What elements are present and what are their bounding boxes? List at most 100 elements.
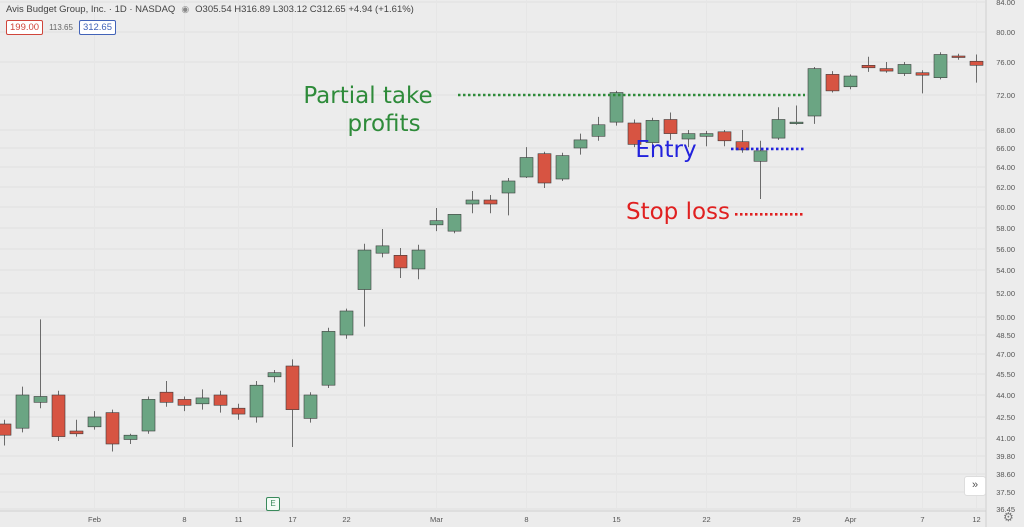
time-tick-label: 7 bbox=[920, 515, 924, 524]
price-axis[interactable]: 84.00 80.00 76.00 72.00 68.00 66.00 64.00 62.00… bbox=[985, 0, 1015, 527]
price-tick-label: 76.00 bbox=[996, 58, 1015, 67]
candle bbox=[951, 53, 966, 60]
price-tick-label: 48.50 bbox=[996, 331, 1015, 340]
candle-body bbox=[933, 54, 948, 78]
candle bbox=[177, 396, 192, 412]
candle bbox=[843, 74, 858, 90]
candle-body bbox=[249, 384, 264, 418]
candle-body bbox=[861, 65, 876, 69]
candle-body bbox=[825, 74, 840, 92]
candle-body bbox=[447, 214, 462, 232]
earnings-badge-icon[interactable]: E bbox=[266, 497, 280, 511]
candle-body bbox=[357, 249, 372, 290]
candle-body bbox=[627, 122, 642, 145]
candle bbox=[645, 117, 660, 158]
annotation-label: Stop loss bbox=[626, 199, 730, 225]
candle bbox=[159, 381, 174, 407]
time-tick-label: 29 bbox=[792, 515, 800, 524]
grid-lines bbox=[0, 0, 985, 511]
candle bbox=[969, 54, 984, 83]
gear-icon[interactable]: ⚙ bbox=[1003, 510, 1014, 524]
candle bbox=[465, 191, 480, 214]
candle-body bbox=[141, 399, 156, 432]
price-tick-label: 39.80 bbox=[996, 452, 1015, 461]
time-tick-label: 17 bbox=[288, 515, 296, 524]
candle-body bbox=[609, 92, 624, 123]
candle-body bbox=[555, 155, 570, 180]
candle bbox=[51, 390, 66, 441]
candle-body bbox=[339, 310, 354, 336]
price-tick-label: 64.00 bbox=[996, 163, 1015, 172]
time-tick-label: 22 bbox=[342, 515, 350, 524]
candle-body bbox=[663, 119, 678, 134]
price-tick-label: 56.00 bbox=[996, 245, 1015, 254]
ohlc-values: O305.54 H316.89 L303.12 C312.65 +4.94 (+… bbox=[195, 4, 414, 15]
buy-price-button[interactable]: 312.65 bbox=[78, 20, 116, 35]
candle bbox=[213, 390, 228, 413]
candle bbox=[717, 130, 732, 147]
candle-body bbox=[393, 255, 408, 269]
candle bbox=[573, 133, 588, 155]
eye-icon[interactable]: ◉ bbox=[181, 4, 190, 14]
candle bbox=[447, 214, 462, 234]
symbol-title: Avis Budget Group, Inc. · 1D · NASDAQ bbox=[6, 4, 176, 15]
candle-body bbox=[303, 394, 318, 419]
price-tick-label: 80.00 bbox=[996, 28, 1015, 37]
price-tick-label: 58.00 bbox=[996, 224, 1015, 233]
candle bbox=[15, 386, 30, 433]
candle bbox=[609, 90, 624, 126]
time-tick-label: Feb bbox=[88, 515, 101, 524]
price-tick-label: 42.50 bbox=[996, 413, 1015, 422]
price-tick-label: 72.00 bbox=[996, 91, 1015, 100]
candles bbox=[0, 52, 984, 452]
candle bbox=[393, 247, 408, 279]
candle-body bbox=[177, 399, 192, 406]
candle bbox=[789, 105, 804, 125]
candle-body bbox=[123, 434, 138, 440]
time-axis[interactable]: Feb 8 11 17 22 Mar 8 15 22 29 Apr 7 12 bbox=[0, 510, 986, 524]
price-tick-label: 41.00 bbox=[996, 434, 1015, 443]
candle bbox=[321, 327, 336, 388]
time-tick-label: 11 bbox=[235, 515, 243, 524]
candle bbox=[69, 419, 84, 437]
spread-value: 113.65 bbox=[49, 23, 73, 32]
double-chevron-right-icon[interactable]: » bbox=[964, 476, 986, 496]
candle bbox=[897, 62, 912, 77]
candle-body bbox=[429, 220, 444, 226]
candle-body bbox=[69, 430, 84, 435]
candle-body bbox=[15, 394, 30, 429]
candle-body bbox=[789, 121, 804, 124]
candle-body bbox=[915, 72, 930, 76]
candle bbox=[933, 52, 948, 80]
candle-body bbox=[213, 394, 228, 406]
candle-body bbox=[501, 180, 516, 194]
candle-body bbox=[717, 131, 732, 142]
time-tick-label: 12 bbox=[972, 515, 980, 524]
annotation-label: profits bbox=[347, 111, 420, 137]
candle-body bbox=[195, 397, 210, 405]
candle-body bbox=[879, 68, 894, 72]
candle-body bbox=[411, 249, 426, 270]
candle-body bbox=[897, 64, 912, 74]
price-tick-label: 36.45 bbox=[996, 505, 1015, 514]
price-tick-label: 52.00 bbox=[996, 289, 1015, 298]
candle bbox=[303, 392, 318, 423]
candle bbox=[699, 130, 714, 147]
price-tick-label: 44.00 bbox=[996, 391, 1015, 400]
candle-body bbox=[33, 396, 48, 403]
price-tick-label: 37.50 bbox=[996, 488, 1015, 497]
candle-body bbox=[483, 199, 498, 205]
annotation-label: Entry bbox=[635, 137, 696, 163]
price-tick-label: 50.00 bbox=[996, 313, 1015, 322]
candle bbox=[681, 130, 696, 148]
candle bbox=[357, 243, 372, 327]
candle bbox=[195, 389, 210, 410]
candle bbox=[33, 319, 48, 409]
candle-body bbox=[465, 199, 480, 205]
chart-header: Avis Budget Group, Inc. · 1D · NASDAQ ◉ … bbox=[6, 4, 414, 15]
time-tick-label: Apr bbox=[845, 515, 857, 524]
candle-body bbox=[285, 365, 300, 410]
sell-price-button[interactable]: 199.00 bbox=[6, 20, 44, 35]
price-tick-label: 38.60 bbox=[996, 470, 1015, 479]
